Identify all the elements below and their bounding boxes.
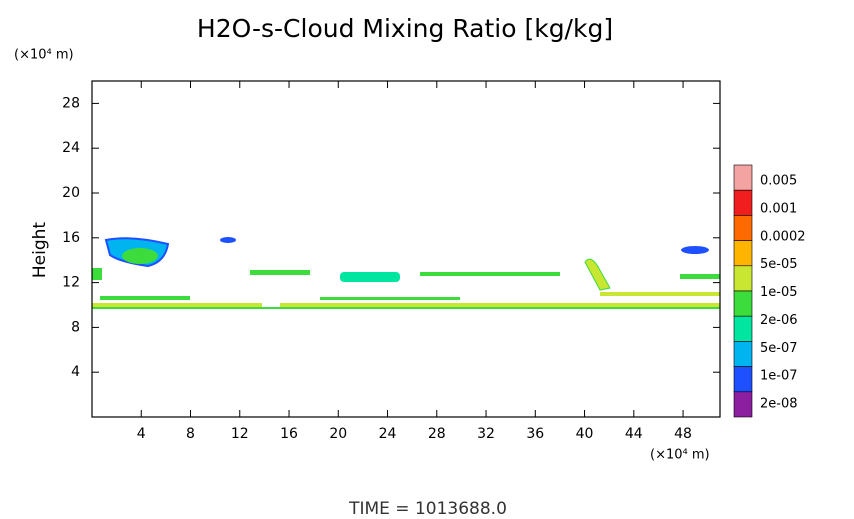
y-tick-label: 24 [62, 140, 80, 156]
x-tick-label: 44 [625, 426, 643, 442]
cloud-patch [100, 296, 190, 300]
colorbar-label: 2e-06 [760, 313, 798, 328]
x-unit: (×10⁴ m) [650, 448, 710, 463]
colorbar-box [733, 164, 753, 191]
y-tick-label: 8 [71, 319, 80, 335]
colorbar-label: 0.005 [760, 174, 797, 189]
x-tick-label: 16 [280, 426, 298, 442]
cloud-patch [680, 274, 720, 279]
colorbar-box [733, 290, 753, 317]
colorbar-box [733, 189, 753, 216]
colorbar-box [733, 391, 753, 418]
colorbar-box [733, 215, 753, 241]
cloud-patch [92, 307, 720, 309]
chart-title: H2O-s-Cloud Mixing Ratio [kg/kg] [197, 14, 613, 43]
cloud-patch [320, 297, 460, 300]
x-tick-label: 40 [576, 426, 594, 442]
colorbar-box [733, 315, 753, 342]
x-tick-label: 4 [137, 426, 146, 442]
x-tick-label: 36 [526, 426, 544, 442]
y-unit: (×10⁴ m) [14, 48, 74, 63]
cloud-patch [92, 303, 262, 309]
colorbar-label: 2e-08 [760, 397, 798, 412]
x-tick-label: 8 [186, 426, 195, 442]
y-tick-label: 4 [71, 364, 80, 380]
cloud-patch [250, 270, 310, 275]
colorbar-box [733, 341, 753, 367]
colorbar-box [733, 240, 753, 267]
cloud-patch [584, 258, 611, 291]
y-tick-label: 16 [62, 230, 80, 246]
colorbar-label: 5e-07 [760, 341, 798, 356]
plot-frame [91, 80, 721, 418]
x-tick-label: 20 [329, 426, 347, 442]
colorbar-box [733, 366, 753, 393]
colorbar-label: 0.001 [760, 201, 797, 216]
y-tick-label: 20 [62, 185, 80, 201]
y-tick-label: 28 [62, 95, 80, 111]
colorbar-box [733, 265, 753, 292]
colorbar-label: 0.0002 [760, 229, 806, 244]
cloud-field [92, 237, 720, 309]
colorbar-label: 1e-07 [760, 369, 798, 384]
cloud-patch [280, 303, 720, 309]
x-tick-label: 32 [477, 426, 495, 442]
y-axis-label: Height [30, 222, 50, 279]
cloud-patch [92, 268, 102, 280]
y-tick-label: 12 [62, 275, 80, 291]
time-label: TIME = 1013688.0 [348, 499, 507, 519]
cloud-patch [681, 246, 709, 254]
cloud-patch [600, 292, 720, 296]
cloud-patch [122, 248, 158, 264]
x-tick-label: 28 [428, 426, 446, 442]
cloud-patch [220, 237, 236, 243]
cloud-patch [340, 272, 400, 282]
x-tick-label: 48 [674, 426, 692, 442]
cloud-patch [420, 272, 560, 276]
x-tick-label: 24 [379, 426, 397, 442]
colorbar-label: 1e-05 [760, 285, 798, 300]
x-tick-label: 12 [231, 426, 249, 442]
colorbar-label: 5e-05 [760, 257, 798, 272]
